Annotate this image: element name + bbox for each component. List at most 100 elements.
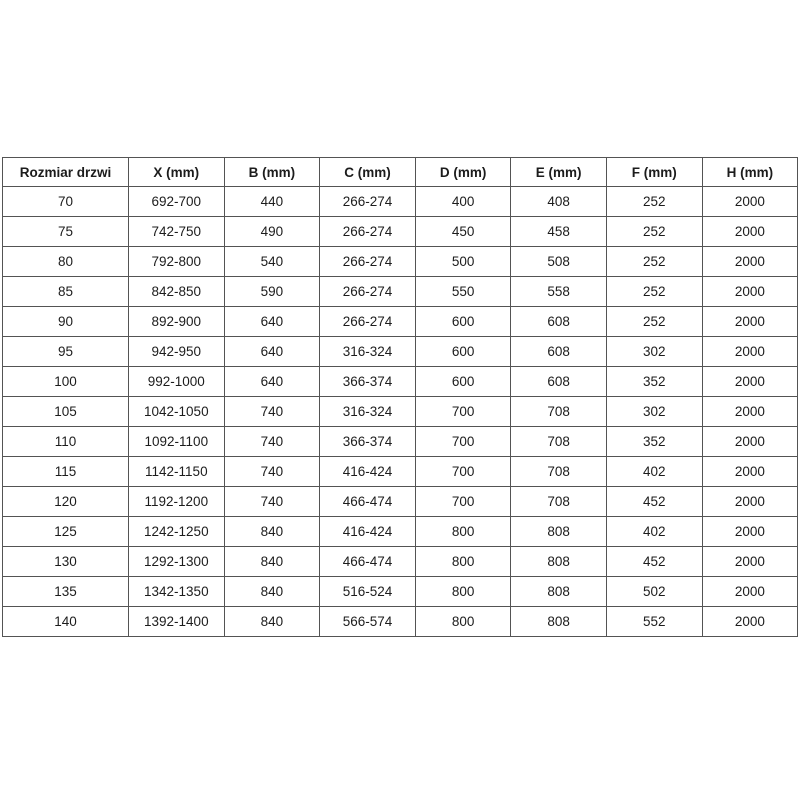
table-cell: 80 (2, 246, 129, 277)
table-cell: 440 (223, 186, 321, 217)
table-cell: 516-524 (319, 576, 416, 607)
table-cell: 608 (510, 306, 607, 337)
table-header-row: Rozmiar drzwi X (mm) B (mm) C (mm) D (mm) E (… (2, 157, 799, 187)
table-cell: 70 (2, 186, 129, 217)
table-cell: 550 (414, 276, 512, 307)
table-cell: 608 (510, 336, 607, 367)
table-cell: 692-700 (128, 186, 225, 217)
column-header: B (mm) (223, 157, 321, 187)
table-cell: 266-274 (319, 306, 416, 337)
table-cell: 450 (414, 216, 512, 247)
table-cell: 708 (510, 426, 607, 457)
table-row: 125 1242-1250 840 416-424 800 808 402 2000 (2, 516, 799, 547)
table-cell: 1142-1150 (128, 456, 225, 487)
table-cell: 266-274 (319, 186, 416, 217)
table-cell: 740 (223, 426, 321, 457)
table-cell: 466-474 (319, 486, 416, 517)
table-cell: 252 (605, 186, 703, 217)
table-cell: 808 (510, 606, 607, 637)
table-cell: 708 (510, 396, 607, 427)
column-header: D (mm) (414, 157, 512, 187)
table-cell: 842-850 (128, 276, 225, 307)
table-cell: 95 (2, 336, 129, 367)
table-cell: 252 (605, 246, 703, 277)
table-cell: 700 (414, 456, 512, 487)
door-size-table: Rozmiar drzwi X (mm) B (mm) C (mm) D (mm) E (… (2, 157, 799, 637)
table-cell: 416-424 (319, 516, 416, 547)
table-cell: 1042-1050 (128, 396, 225, 427)
table-cell: 105 (2, 396, 129, 427)
table-header: Rozmiar drzwi X (mm) B (mm) C (mm) D (mm) E (… (2, 157, 799, 187)
table-cell: 252 (605, 216, 703, 247)
table-row: 115 1142-1150 740 416-424 700 708 402 2000 (2, 456, 799, 487)
table-cell: 100 (2, 366, 129, 397)
table-cell: 316-324 (319, 336, 416, 367)
table-cell: 366-374 (319, 426, 416, 457)
table-row: 105 1042-1050 740 316-324 700 708 302 2000 (2, 396, 799, 427)
table-cell: 2000 (701, 306, 799, 337)
table-row: 80 792-800 540 266-274 500 508 252 2000 (2, 246, 799, 277)
table-cell: 130 (2, 546, 129, 577)
table-cell: 552 (605, 606, 703, 637)
table-cell: 840 (223, 516, 321, 547)
table-cell: 742-750 (128, 216, 225, 247)
table-cell: 2000 (701, 396, 799, 427)
table-cell: 500 (414, 246, 512, 277)
table-cell: 600 (414, 306, 512, 337)
table-cell: 1192-1200 (128, 486, 225, 517)
table-cell: 1242-1250 (128, 516, 225, 547)
table-cell: 2000 (701, 546, 799, 577)
table-cell: 402 (605, 516, 703, 547)
table-cell: 452 (605, 486, 703, 517)
table-cell: 840 (223, 546, 321, 577)
table-row: 140 1392-1400 840 566-574 800 808 552 2000 (2, 606, 799, 637)
table-cell: 808 (510, 576, 607, 607)
table-cell: 408 (510, 186, 607, 217)
table-cell: 458 (510, 216, 607, 247)
table-cell: 1092-1100 (128, 426, 225, 457)
table-cell: 740 (223, 486, 321, 517)
table-cell: 90 (2, 306, 129, 337)
table-cell: 125 (2, 516, 129, 547)
table-cell: 1392-1400 (128, 606, 225, 637)
table-cell: 892-900 (128, 306, 225, 337)
table-row: 120 1192-1200 740 466-474 700 708 452 2000 (2, 486, 799, 517)
table-cell: 640 (223, 306, 321, 337)
table-row: 135 1342-1350 840 516-524 800 808 502 2000 (2, 576, 799, 607)
table-cell: 2000 (701, 486, 799, 517)
table-cell: 266-274 (319, 246, 416, 277)
table-cell: 840 (223, 576, 321, 607)
table-row: 100 992-1000 640 366-374 600 608 352 2000 (2, 366, 799, 397)
table-cell: 800 (414, 606, 512, 637)
table-row: 110 1092-1100 740 366-374 700 708 352 2000 (2, 426, 799, 457)
table-cell: 266-274 (319, 216, 416, 247)
table-cell: 252 (605, 276, 703, 307)
table-cell: 402 (605, 456, 703, 487)
table-cell: 2000 (701, 246, 799, 277)
table-cell: 302 (605, 396, 703, 427)
table-body: 70 692-700 440 266-274 400 408 252 2000 75 742-75… (2, 186, 799, 637)
table-cell: 266-274 (319, 276, 416, 307)
table-cell: 992-1000 (128, 366, 225, 397)
table-cell: 708 (510, 456, 607, 487)
table-cell: 942-950 (128, 336, 225, 367)
table-cell: 600 (414, 336, 512, 367)
table-cell: 75 (2, 216, 129, 247)
table-cell: 740 (223, 456, 321, 487)
table-cell: 400 (414, 186, 512, 217)
table-cell: 600 (414, 366, 512, 397)
table-cell: 700 (414, 426, 512, 457)
table-cell: 590 (223, 276, 321, 307)
table-cell: 2000 (701, 576, 799, 607)
table-cell: 1292-1300 (128, 546, 225, 577)
table-row: 85 842-850 590 266-274 550 558 252 2000 (2, 276, 799, 307)
table-row: 70 692-700 440 266-274 400 408 252 2000 (2, 186, 799, 217)
table-cell: 608 (510, 366, 607, 397)
table-cell: 140 (2, 606, 129, 637)
table-cell: 2000 (701, 426, 799, 457)
table-row: 90 892-900 640 266-274 600 608 252 2000 (2, 306, 799, 337)
table-cell: 808 (510, 546, 607, 577)
table-row: 130 1292-1300 840 466-474 800 808 452 2000 (2, 546, 799, 577)
table-row: 75 742-750 490 266-274 450 458 252 2000 (2, 216, 799, 247)
